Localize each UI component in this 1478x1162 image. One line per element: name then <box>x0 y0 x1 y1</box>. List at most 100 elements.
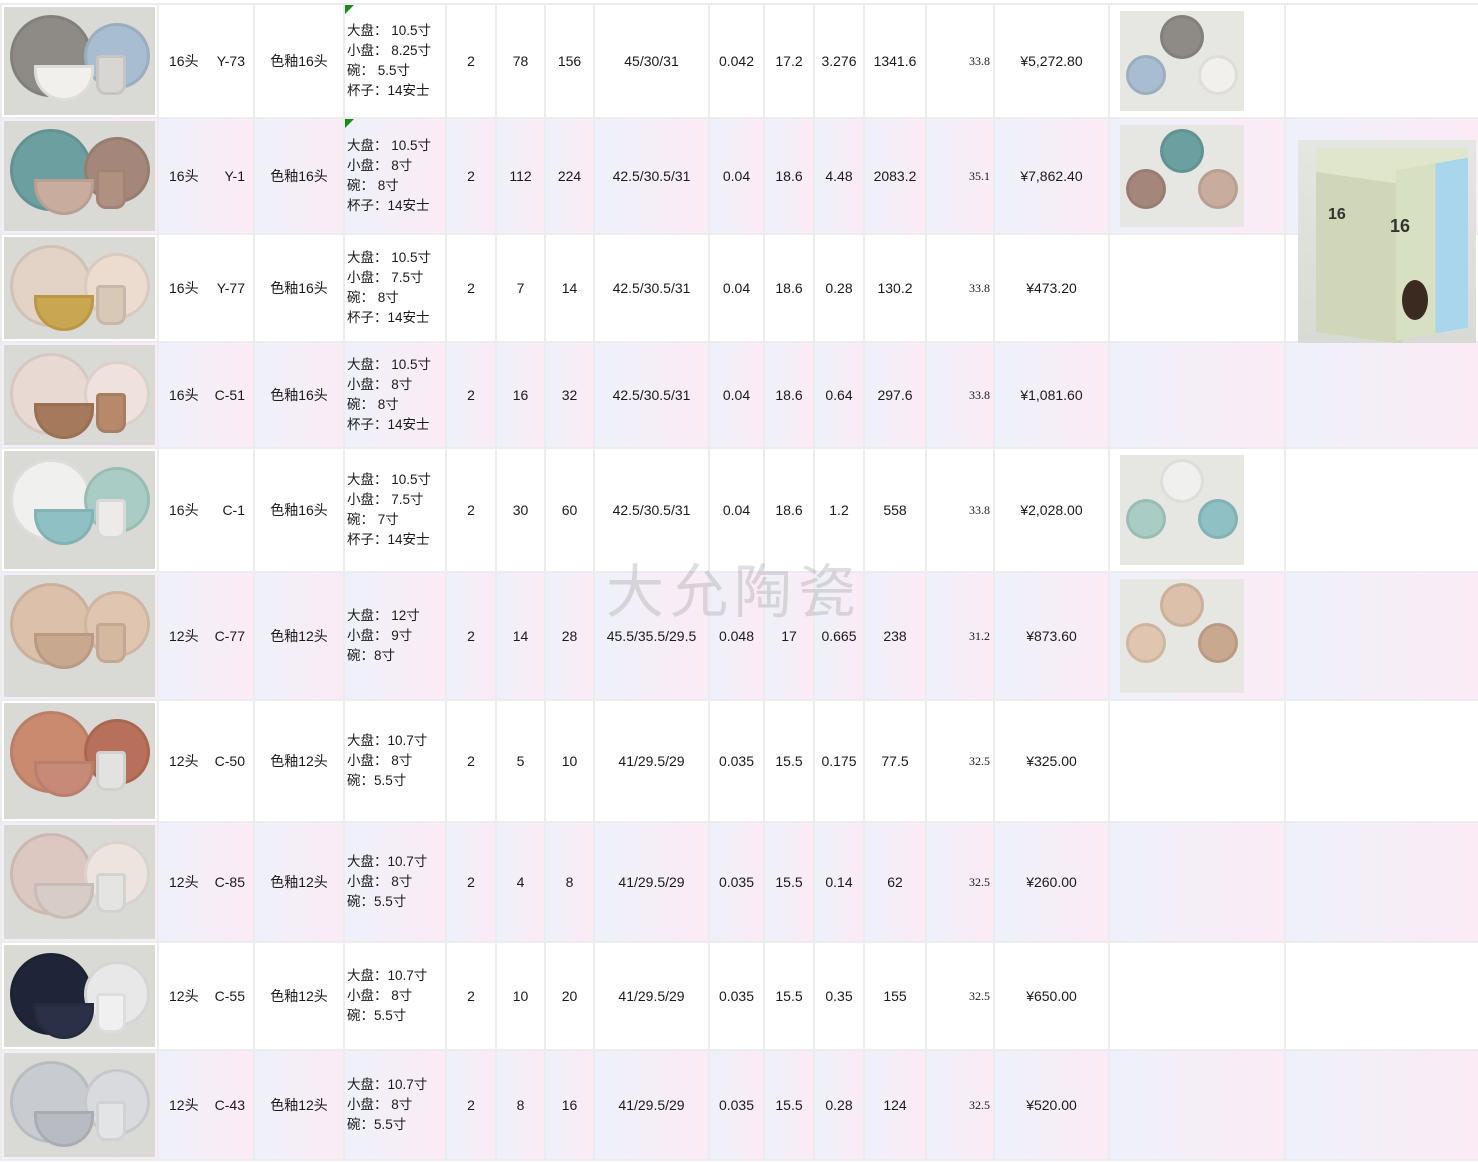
dims-cell[interactable]: 41/29.5/29 <box>593 941 710 1051</box>
kg-cell[interactable]: 15.5 <box>763 821 815 943</box>
back-photo-cell[interactable] <box>1108 117 1286 235</box>
kg-cell[interactable]: 17 <box>763 571 815 701</box>
spec-cell[interactable]: 大盘：10.7寸 小盘： 8寸 碗：5.5寸 <box>343 1049 447 1161</box>
code-cell[interactable]: 12头 C-77 <box>157 571 255 701</box>
kg-cell[interactable]: 18.6 <box>763 117 815 235</box>
kg-cell[interactable]: 15.5 <box>763 1049 815 1161</box>
code-cell[interactable]: 16头 Y-1 <box>157 117 255 235</box>
price-cell[interactable]: 35.1 <box>925 117 995 235</box>
spec-cell[interactable]: 大盘： 10.5寸 小盘： 8寸 碗： 8寸 杯子：14安士 <box>343 117 447 235</box>
type-cell[interactable]: 色釉12头 <box>253 571 345 701</box>
tcbm-cell[interactable]: 1.2 <box>813 447 865 573</box>
code-cell[interactable]: 12头 C-85 <box>157 821 255 943</box>
sets-cell[interactable]: 32 <box>544 341 595 449</box>
dims-cell[interactable]: 45/30/31 <box>593 3 710 119</box>
price-cell[interactable]: 33.8 <box>925 233 995 343</box>
tkg-cell[interactable]: 130.2 <box>863 233 927 343</box>
extra-cell[interactable] <box>1284 941 1478 1051</box>
price-cell[interactable]: 32.5 <box>925 699 995 823</box>
price-cell[interactable]: 33.8 <box>925 3 995 119</box>
cbm-cell[interactable]: 0.048 <box>708 571 765 701</box>
cbm-cell[interactable]: 0.04 <box>708 117 765 235</box>
tcbm-cell[interactable]: 4.48 <box>813 117 865 235</box>
cbm-cell[interactable]: 0.04 <box>708 447 765 573</box>
amount-cell[interactable]: ¥5,272.80 <box>993 3 1110 119</box>
price-cell[interactable]: 33.8 <box>925 447 995 573</box>
tcbm-cell[interactable]: 0.665 <box>813 571 865 701</box>
tkg-cell[interactable]: 238 <box>863 571 927 701</box>
amount-cell[interactable]: ¥325.00 <box>993 699 1110 823</box>
kg-cell[interactable]: 17.2 <box>763 3 815 119</box>
back-photo-cell[interactable] <box>1108 1049 1286 1161</box>
tkg-cell[interactable]: 155 <box>863 941 927 1051</box>
price-cell[interactable]: 31.2 <box>925 571 995 701</box>
type-cell[interactable]: 色釉12头 <box>253 1049 345 1161</box>
ctn-cell[interactable]: 14 <box>495 571 546 701</box>
qty-cell[interactable]: 2 <box>445 233 497 343</box>
kg-cell[interactable]: 18.6 <box>763 341 815 449</box>
dims-cell[interactable]: 42.5/30.5/31 <box>593 233 710 343</box>
price-cell[interactable]: 32.5 <box>925 941 995 1051</box>
code-cell[interactable]: 16头 C-51 <box>157 341 255 449</box>
qty-cell[interactable]: 2 <box>445 699 497 823</box>
code-cell[interactable]: 12头 C-55 <box>157 941 255 1051</box>
product-photo-cell[interactable] <box>0 699 159 823</box>
product-photo-cell[interactable] <box>0 447 159 573</box>
amount-cell[interactable]: ¥7,862.40 <box>993 117 1110 235</box>
tkg-cell[interactable]: 62 <box>863 821 927 943</box>
extra-cell[interactable] <box>1284 1049 1478 1161</box>
dims-cell[interactable]: 41/29.5/29 <box>593 699 710 823</box>
code-cell[interactable]: 16头 Y-73 <box>157 3 255 119</box>
type-cell[interactable]: 色釉12头 <box>253 699 345 823</box>
sets-cell[interactable]: 156 <box>544 3 595 119</box>
spec-cell[interactable]: 大盘： 10.5寸 小盘： 7.5寸 碗： 8寸 杯子：14安士 <box>343 233 447 343</box>
dims-cell[interactable]: 45.5/35.5/29.5 <box>593 571 710 701</box>
sets-cell[interactable]: 14 <box>544 233 595 343</box>
spec-cell[interactable]: 大盘：10.7寸 小盘： 8寸 碗：5.5寸 <box>343 699 447 823</box>
qty-cell[interactable]: 2 <box>445 571 497 701</box>
ctn-cell[interactable]: 78 <box>495 3 546 119</box>
ctn-cell[interactable]: 10 <box>495 941 546 1051</box>
type-cell[interactable]: 色釉16头 <box>253 233 345 343</box>
tkg-cell[interactable]: 2083.2 <box>863 117 927 235</box>
amount-cell[interactable]: ¥873.60 <box>993 571 1110 701</box>
amount-cell[interactable]: ¥473.20 <box>993 233 1110 343</box>
ctn-cell[interactable]: 16 <box>495 341 546 449</box>
product-photo-cell[interactable] <box>0 571 159 701</box>
tcbm-cell[interactable]: 0.175 <box>813 699 865 823</box>
tkg-cell[interactable]: 77.5 <box>863 699 927 823</box>
cbm-cell[interactable]: 0.035 <box>708 821 765 943</box>
spec-cell[interactable]: 大盘： 10.5寸 小盘： 8寸 碗： 8寸 杯子：14安士 <box>343 341 447 449</box>
price-cell[interactable]: 33.8 <box>925 341 995 449</box>
code-cell[interactable]: 12头 C-50 <box>157 699 255 823</box>
type-cell[interactable]: 色釉16头 <box>253 447 345 573</box>
qty-cell[interactable]: 2 <box>445 117 497 235</box>
sets-cell[interactable]: 20 <box>544 941 595 1051</box>
extra-cell[interactable] <box>1284 699 1478 823</box>
code-cell[interactable]: 16头 Y-77 <box>157 233 255 343</box>
cbm-cell[interactable]: 0.04 <box>708 341 765 449</box>
kg-cell[interactable]: 18.6 <box>763 447 815 573</box>
qty-cell[interactable]: 2 <box>445 3 497 119</box>
product-photo-cell[interactable] <box>0 1049 159 1161</box>
cbm-cell[interactable]: 0.035 <box>708 1049 765 1161</box>
amount-cell[interactable]: ¥1,081.60 <box>993 341 1110 449</box>
extra-cell[interactable] <box>1284 447 1478 573</box>
back-photo-cell[interactable] <box>1108 821 1286 943</box>
back-photo-cell[interactable] <box>1108 3 1286 119</box>
cbm-cell[interactable]: 0.042 <box>708 3 765 119</box>
sets-cell[interactable]: 224 <box>544 117 595 235</box>
product-photo-cell[interactable] <box>0 117 159 235</box>
type-cell[interactable]: 色釉16头 <box>253 117 345 235</box>
tkg-cell[interactable]: 124 <box>863 1049 927 1161</box>
sets-cell[interactable]: 60 <box>544 447 595 573</box>
back-photo-cell[interactable] <box>1108 571 1286 701</box>
tcbm-cell[interactable]: 0.64 <box>813 341 865 449</box>
back-photo-cell[interactable] <box>1108 941 1286 1051</box>
amount-cell[interactable]: ¥2,028.00 <box>993 447 1110 573</box>
qty-cell[interactable]: 2 <box>445 821 497 943</box>
extra-cell[interactable] <box>1284 3 1478 119</box>
code-cell[interactable]: 16头 C-1 <box>157 447 255 573</box>
qty-cell[interactable]: 2 <box>445 1049 497 1161</box>
sets-cell[interactable]: 10 <box>544 699 595 823</box>
